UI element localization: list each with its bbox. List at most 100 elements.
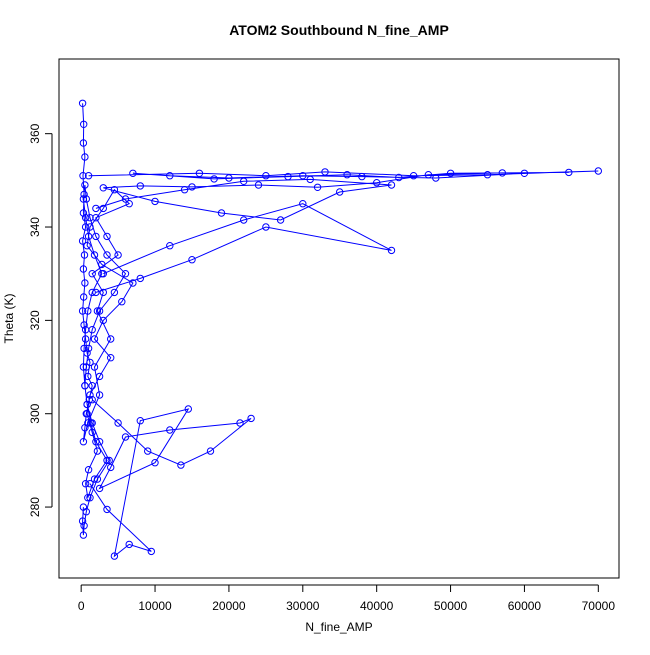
data-point	[107, 463, 115, 472]
data-point	[95, 484, 104, 493]
chart-title: ATOM2 Southbound N_fine_AMP	[229, 22, 449, 38]
data-point	[80, 321, 88, 329]
data-point	[99, 288, 108, 297]
data-point	[82, 195, 91, 203]
data-point	[90, 251, 99, 259]
data-point	[99, 316, 108, 325]
data-point	[99, 270, 108, 278]
data-point	[262, 172, 270, 180]
data-point	[424, 171, 433, 179]
data-point	[520, 169, 529, 178]
data-point	[83, 400, 91, 409]
data-point	[86, 358, 94, 367]
data-point	[136, 417, 145, 425]
data-point	[110, 552, 119, 560]
data-point	[79, 172, 87, 180]
series-line	[89, 399, 252, 558]
data-point	[92, 288, 100, 297]
data-point	[188, 256, 196, 264]
data-point	[180, 186, 189, 194]
data-point	[78, 237, 87, 245]
data-point	[86, 223, 94, 231]
data-point	[373, 179, 381, 187]
x-axis: 0 10000 20000 30000 40000 50000 60000 70000	[78, 584, 616, 613]
data-point	[79, 195, 88, 203]
data-point	[80, 251, 89, 259]
data-point	[107, 335, 115, 343]
data-point	[121, 270, 130, 278]
data-point	[336, 188, 344, 196]
data-point	[240, 177, 248, 186]
data-point	[79, 265, 88, 273]
data-point	[103, 251, 111, 259]
x-tick-label: 70000	[582, 599, 616, 613]
x-tick-label: 60000	[508, 599, 542, 613]
series-line	[88, 170, 599, 221]
data-point	[81, 480, 90, 488]
data-point	[225, 174, 233, 182]
data-point	[110, 288, 119, 297]
data-point	[90, 475, 99, 483]
data-point	[79, 209, 88, 217]
data-point	[90, 335, 99, 343]
data-point	[276, 216, 285, 224]
data-point	[95, 372, 104, 381]
data-point	[80, 120, 88, 129]
data-point	[78, 517, 87, 525]
data-point	[313, 183, 322, 192]
data-point	[387, 246, 396, 255]
data-point	[188, 183, 196, 191]
data-point	[432, 174, 440, 182]
data-point	[81, 279, 89, 287]
series-line	[95, 203, 392, 293]
x-tick-label: 30000	[286, 599, 320, 613]
data-point	[236, 419, 244, 427]
data-point	[81, 382, 89, 390]
data-point	[409, 172, 418, 180]
y-tick-label: 340	[28, 217, 42, 237]
data-point	[129, 279, 137, 287]
data-point	[79, 503, 88, 511]
data-point	[387, 181, 396, 189]
data-point	[195, 169, 204, 178]
data-point	[92, 204, 100, 213]
data-point	[95, 307, 104, 315]
data-point	[83, 242, 91, 250]
data-point	[92, 438, 100, 446]
data-point	[81, 153, 89, 161]
x-tick-label: 50000	[434, 599, 468, 613]
data-point	[151, 459, 159, 467]
data-point	[90, 363, 99, 371]
data-point	[80, 293, 88, 301]
data-point	[125, 200, 133, 208]
data-point	[78, 99, 87, 108]
data-point	[84, 466, 93, 474]
data-point	[103, 232, 111, 241]
series-layer	[78, 99, 602, 560]
data-point	[299, 172, 307, 180]
data-point	[81, 223, 90, 231]
data-point	[79, 531, 88, 539]
y-axis: 280 300 320 340 360	[28, 123, 53, 517]
data-point	[594, 167, 602, 175]
data-point	[136, 182, 145, 190]
x-tick-label: 10000	[138, 599, 172, 613]
data-point	[93, 475, 102, 483]
data-point	[80, 344, 88, 353]
data-point	[217, 209, 226, 217]
data-point	[114, 419, 122, 427]
data-point	[247, 414, 255, 423]
data-point	[151, 197, 159, 206]
x-tick-label: 0	[78, 599, 85, 613]
data-point	[95, 391, 104, 399]
data-point	[121, 433, 130, 441]
y-tick-label: 320	[28, 310, 42, 330]
data-point	[84, 344, 93, 353]
data-point	[84, 232, 93, 241]
data-point	[84, 494, 92, 502]
x-tick-label: 40000	[360, 599, 394, 613]
data-point	[86, 391, 94, 399]
data-point	[125, 540, 133, 549]
